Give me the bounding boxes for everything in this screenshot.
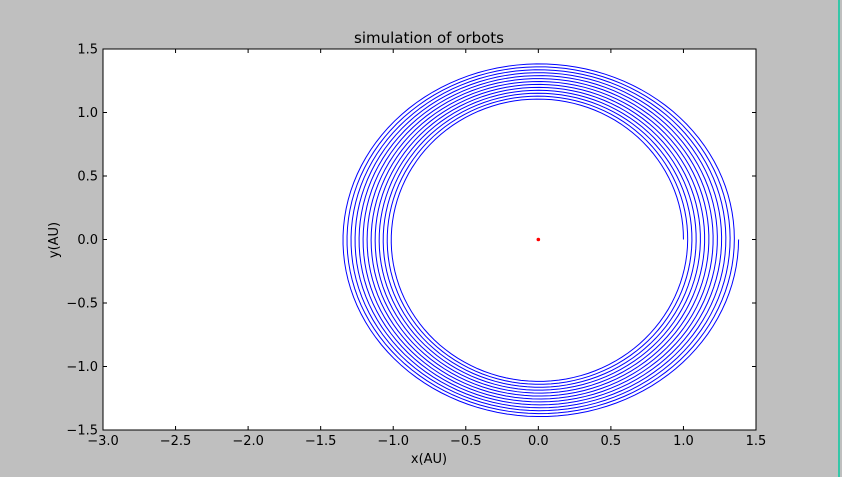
y-tick-label: 0.0	[77, 233, 98, 248]
x-tick-label: 0.0	[528, 434, 549, 449]
y-axis-label: y(AU)	[47, 222, 62, 258]
y-axis-ticks: −1.5 −1.0 −0.5 0.0 0.5 1.0 1.5	[66, 43, 756, 439]
x-tick-label: −2.0	[232, 434, 264, 449]
x-tick-label: −3.0	[87, 434, 119, 449]
x-axis-ticks: −3.0 −2.5 −2.0 −1.5 −1.0 −0.5 0.0 0.5 1.0 1.5	[87, 49, 766, 449]
y-tick-label: −0.5	[66, 297, 98, 312]
y-tick-label: −1.0	[66, 360, 98, 375]
y-tick-label: 1.5	[77, 43, 98, 58]
x-tick-label: −0.5	[450, 434, 482, 449]
x-tick-label: −2.5	[160, 434, 192, 449]
window-edge	[838, 0, 840, 477]
y-tick-label: 1.0	[77, 106, 98, 121]
x-tick-label: −1.0	[377, 434, 409, 449]
x-tick-label: −1.5	[305, 434, 337, 449]
x-axis-label: x(AU)	[411, 452, 447, 467]
y-tick-label: −1.5	[66, 424, 98, 439]
series-layer	[342, 63, 740, 418]
central-body-point	[536, 237, 541, 242]
x-tick-label: 0.5	[601, 434, 622, 449]
x-tick-label: 1.5	[746, 434, 767, 449]
x-tick-label: 1.0	[673, 434, 694, 449]
orbit-trajectory-line	[342, 63, 740, 418]
y-tick-label: 0.5	[77, 170, 98, 185]
chart-title: simulation of orbots	[354, 29, 504, 47]
